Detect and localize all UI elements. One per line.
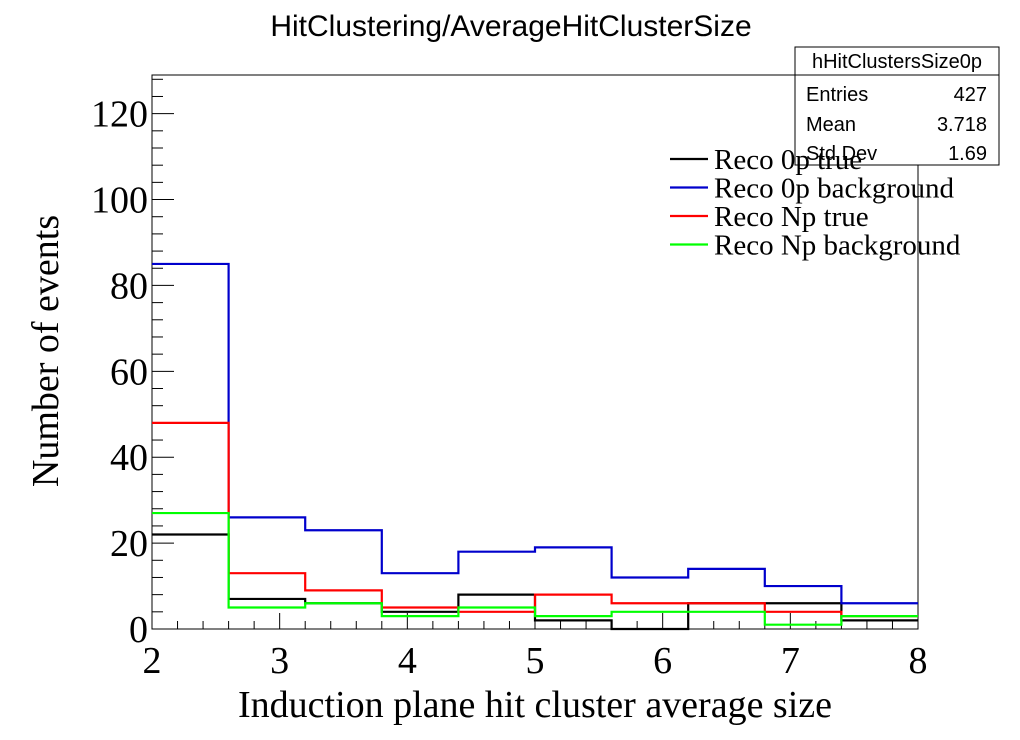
stats-entries-label: Entries [806, 84, 868, 106]
y-tick-label: 120 [91, 94, 148, 136]
series-reco-np-background-line [152, 511, 918, 626]
stats-box-frame [794, 46, 1000, 166]
x-tick-label: 6 [653, 640, 672, 682]
stats-box: hHitClustersSize0p Entries 427 Mean 3.71… [794, 46, 1000, 166]
y-tick-label: 60 [110, 351, 148, 393]
legend-entry-reco-np-true-label: Reco Np true [714, 201, 869, 233]
stats-stddev-value: 1.69 [948, 143, 987, 165]
series-reco-0p-background-line [152, 262, 918, 605]
legend-entry-reco-np-background-label: Reco Np background [714, 230, 961, 262]
legend-entry-reco-0p-true-label: Reco 0p true [714, 144, 862, 176]
y-tick-label: 0 [129, 609, 148, 651]
stats-entries-value: 427 [954, 84, 987, 106]
x-tick-label: 8 [909, 640, 928, 682]
stats-mean-value: 3.718 [937, 114, 987, 136]
legend-entry-reco-0p-background-label: Reco 0p background [714, 173, 954, 205]
stats-mean-label: Mean [806, 114, 856, 136]
y-axis-label: Number of events [25, 215, 67, 487]
x-tick-label: 2 [143, 640, 162, 682]
x-tick-label: 4 [398, 640, 417, 682]
stats-stddev-label: Std Dev [806, 143, 877, 165]
y-tick-label: 40 [110, 437, 148, 479]
y-tick-label: 20 [110, 523, 148, 565]
x-tick-label: 5 [526, 640, 545, 682]
stats-box-name: hHitClustersSize0p [812, 51, 982, 73]
chart-title: HitClustering/AverageHitClusterSize [270, 10, 751, 43]
x-axis-label: Induction plane hit cluster average size [238, 684, 832, 726]
x-tick-label: 7 [781, 640, 800, 682]
y-tick-label: 80 [110, 265, 148, 307]
x-tick-label: 3 [270, 640, 289, 682]
y-tick-label: 100 [91, 180, 148, 222]
